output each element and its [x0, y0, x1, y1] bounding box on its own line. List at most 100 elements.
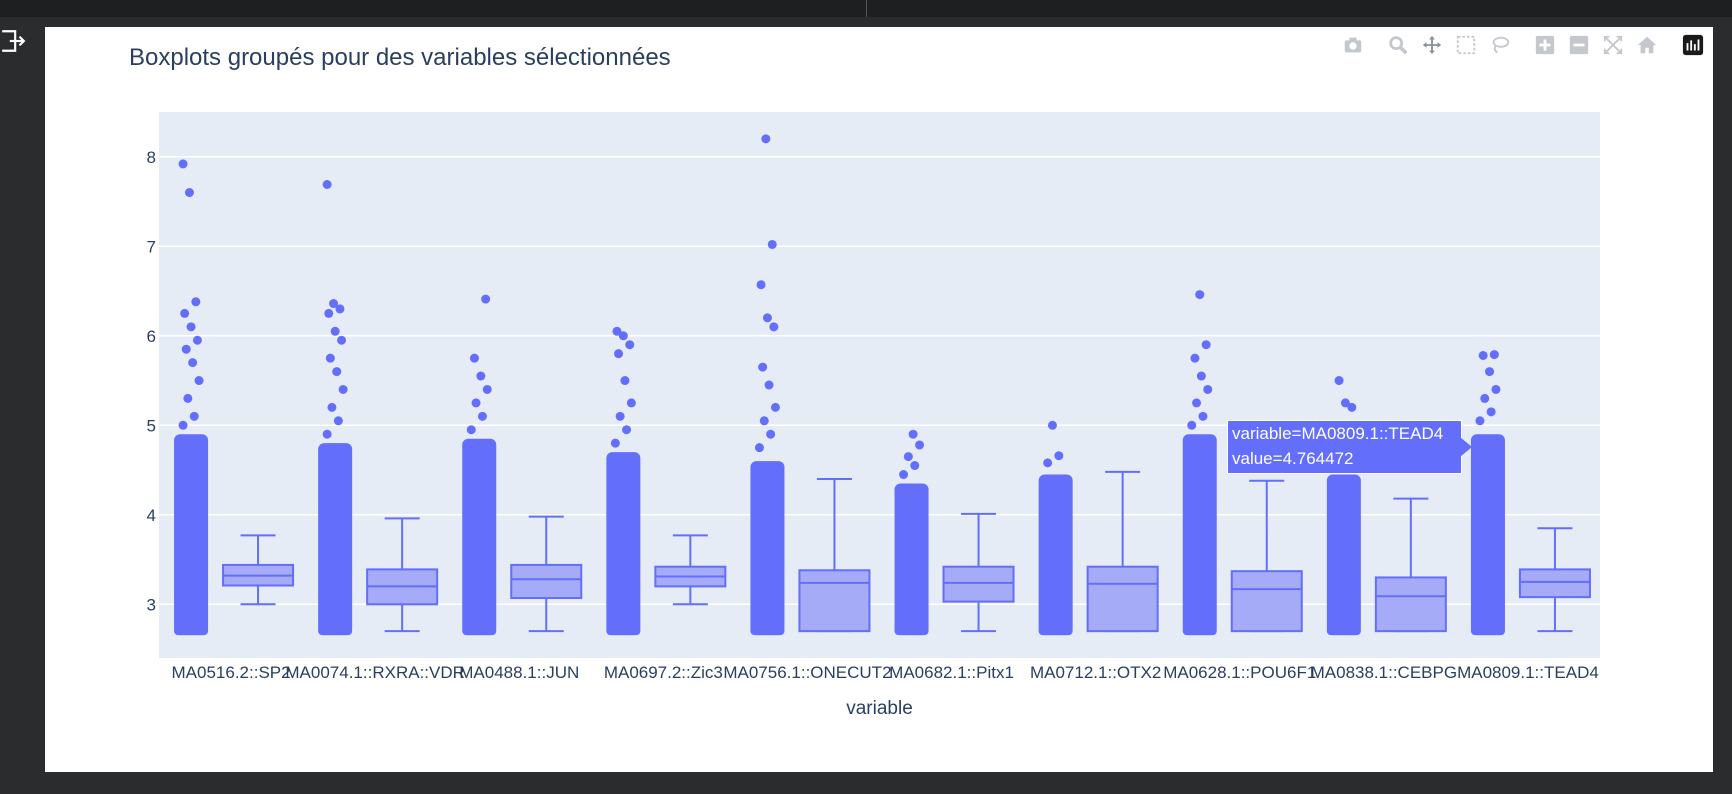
x-tick-label: MA0838.1::CEBPG	[1311, 663, 1457, 682]
y-tick-label: 3	[147, 595, 156, 614]
outlier-point	[612, 326, 622, 336]
outlier-point	[188, 358, 198, 368]
outlier-point	[1192, 398, 1202, 408]
outlier-point	[754, 443, 764, 453]
outlier-point	[1340, 398, 1350, 408]
pan-icon[interactable]	[1418, 30, 1446, 60]
outlier-point	[194, 376, 204, 386]
autoscale-icon[interactable]	[1599, 30, 1627, 60]
reset-axes-icon[interactable]	[1633, 30, 1661, 60]
data-points-floor	[1470, 627, 1505, 636]
outlier-point	[325, 353, 335, 363]
data-points-strip	[1038, 474, 1073, 636]
outlier-point	[332, 367, 342, 377]
outlier-point	[335, 304, 345, 314]
outlier-point	[1475, 416, 1485, 426]
zoom-icon[interactable]	[1384, 30, 1412, 60]
box-iqr	[1086, 565, 1159, 633]
outlier-point	[758, 362, 768, 372]
x-tick-label: MA0697.2::Zic3	[604, 663, 723, 682]
x-tick-label: MA0516.2::SP2	[172, 663, 291, 682]
outlier-point	[908, 429, 918, 439]
plotly-logo-icon[interactable]	[1679, 30, 1707, 60]
outlier-point	[1347, 402, 1357, 412]
exit-to-app-icon[interactable]	[0, 28, 26, 54]
outlier-point	[482, 384, 492, 394]
outlier-point	[469, 353, 479, 363]
outlier-point	[615, 411, 625, 421]
data-points-floor	[894, 627, 929, 636]
y-tick-label: 8	[147, 148, 156, 167]
data-points-strip	[462, 438, 497, 636]
outlier-point	[322, 180, 332, 190]
camera-icon[interactable]	[1339, 30, 1367, 60]
outlier-point	[1054, 451, 1064, 461]
y-tick-label: 6	[147, 327, 156, 346]
outlier-point	[1485, 367, 1495, 377]
data-points-strip	[318, 443, 353, 636]
outlier-point	[610, 438, 620, 448]
outlier-point	[337, 335, 347, 345]
outlier-point	[899, 470, 909, 480]
tooltip-value: value=4.764472	[1232, 449, 1354, 468]
data-points-floor	[1038, 627, 1073, 636]
data-points-strip	[1182, 434, 1217, 636]
box-iqr	[1230, 570, 1303, 633]
outlier-point	[333, 416, 343, 426]
data-points-strip	[1326, 474, 1361, 636]
box-iqr	[510, 563, 583, 600]
data-points-strip	[894, 483, 929, 636]
outlier-point	[1047, 420, 1057, 430]
top-window-bar	[0, 0, 1732, 17]
outlier-point	[466, 425, 476, 435]
outlier-point	[1489, 350, 1499, 360]
outlier-point	[764, 380, 774, 390]
data-points-strip	[1470, 434, 1505, 636]
data-points-floor	[318, 627, 353, 636]
outlier-point	[324, 308, 334, 318]
box-select-icon[interactable]	[1452, 30, 1480, 60]
outlier-point	[759, 416, 769, 426]
bottom-window-bar	[0, 772, 1732, 794]
data-points-floor	[1182, 627, 1217, 636]
x-axis-label: variable	[846, 698, 913, 719]
box-iqr	[1518, 568, 1591, 599]
outlier-point	[180, 308, 190, 318]
outlier-point	[178, 159, 188, 169]
x-tick-label: MA0628.1::POU6F1	[1163, 663, 1316, 682]
outlier-point	[481, 294, 491, 304]
data-points-floor	[1326, 627, 1361, 636]
outlier-point	[329, 299, 339, 309]
outlier-point	[1486, 407, 1496, 417]
outlier-point	[1480, 393, 1490, 403]
outlier-point	[476, 371, 486, 381]
data-points-floor	[462, 627, 497, 636]
x-tick-label: MA0712.1::OTX2	[1030, 663, 1161, 682]
lasso-icon[interactable]	[1486, 30, 1514, 60]
outlier-point	[1195, 290, 1205, 300]
outlier-point	[762, 313, 772, 323]
outlier-point	[477, 411, 487, 421]
x-tick-label: MA0488.1::JUN	[459, 663, 579, 682]
zoom-out-icon[interactable]	[1565, 30, 1593, 60]
data-points-floor	[174, 627, 209, 636]
outlier-point	[330, 326, 340, 336]
x-tick-label: MA0074.1::RXRA::VDR	[285, 663, 465, 682]
tooltip-pointer	[1460, 437, 1472, 457]
outlier-point	[910, 461, 920, 471]
outlier-point	[769, 322, 779, 332]
data-points-strip	[174, 434, 209, 636]
outlier-point	[191, 297, 201, 307]
x-tick-label: MA0682.1::Pitx1	[889, 663, 1014, 682]
outlier-point	[471, 398, 481, 408]
y-tick-label: 4	[147, 506, 156, 525]
box-iqr	[1374, 576, 1447, 633]
outlier-point	[1198, 411, 1208, 421]
outlier-point	[614, 349, 624, 359]
zoom-in-icon[interactable]	[1531, 30, 1559, 60]
box-iqr	[942, 565, 1015, 603]
left-sidebar-edge	[0, 17, 45, 794]
outlier-point	[626, 398, 636, 408]
outlier-point	[189, 411, 199, 421]
